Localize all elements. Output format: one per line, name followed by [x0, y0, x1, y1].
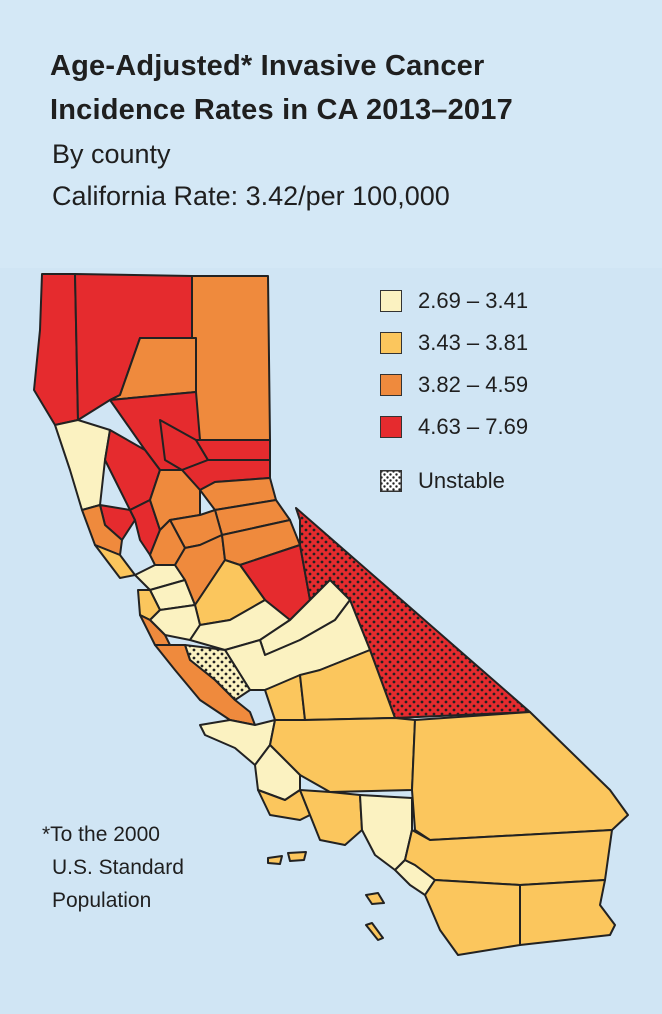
legend-item-1: 2.69 – 3.41 [380, 280, 528, 322]
footnote: *To the 2000 U.S. Standard Population [42, 818, 184, 917]
county-san-bernardino [411, 711, 629, 841]
title-line-2: Incidence Rates in CA 2013–2017 [50, 94, 513, 126]
legend-swatch-high [380, 416, 402, 438]
county-mendocino [54, 419, 111, 511]
island-2 [287, 851, 307, 862]
county-imperial [519, 879, 616, 946]
title-line-1: Age-Adjusted* Invasive Cancer [50, 50, 485, 82]
legend-label-unstable: Unstable [418, 468, 505, 493]
legend-item-unstable: Unstable [380, 460, 528, 502]
dotted-swatch-icon [380, 470, 402, 492]
island-1 [267, 855, 283, 865]
county-los-angeles [299, 789, 363, 846]
legend-item-2: 3.43 – 3.81 [380, 322, 528, 364]
island-3 [365, 892, 385, 905]
legend-swatch-low [380, 332, 402, 354]
map-title: Age-Adjusted* Invasive Cancer Incidence … [50, 44, 640, 132]
county-la-east [359, 794, 413, 871]
legend-item-4: 4.63 – 7.69 [380, 406, 528, 448]
header-panel: Age-Adjusted* Invasive Cancer Incidence … [0, 0, 662, 268]
legend-swatch-lowest [380, 290, 402, 312]
county-sierra [195, 439, 271, 461]
legend-label: 2.69 – 3.41 [418, 288, 529, 313]
county-fresno [224, 599, 371, 691]
footnote-line-1: *To the 2000 [42, 823, 160, 846]
state-rate: California Rate: 3.42/per 100,000 [52, 181, 450, 211]
island-4 [365, 922, 384, 941]
legend: 2.69 – 3.41 3.43 – 3.81 3.82 – 4.59 4.63… [380, 280, 528, 502]
county-san-diego [424, 879, 521, 956]
county-tulare [299, 649, 396, 721]
county-modoc [191, 275, 271, 441]
county-placer [199, 477, 277, 511]
legend-label: 3.43 – 3.81 [418, 330, 529, 355]
county-santa-cruz [139, 614, 171, 646]
legend-swatch-mid [380, 374, 402, 396]
map-subtitle: By county [52, 139, 171, 169]
county-monterey-coast [154, 644, 256, 726]
footnote-line-3: Population [52, 889, 152, 912]
legend-item-3: 3.82 – 4.59 [380, 364, 528, 406]
legend-label: 3.82 – 4.59 [418, 372, 529, 397]
footnote-line-2: U.S. Standard [52, 856, 184, 879]
legend-label: 4.63 – 7.69 [418, 414, 529, 439]
county-del-norte [33, 273, 79, 426]
